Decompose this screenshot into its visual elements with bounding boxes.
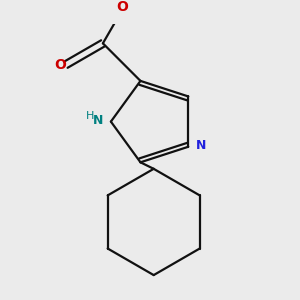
Text: N: N: [196, 139, 206, 152]
Text: O: O: [55, 58, 67, 72]
Text: H: H: [86, 111, 94, 122]
Text: N: N: [93, 114, 104, 127]
Text: O: O: [116, 0, 128, 14]
